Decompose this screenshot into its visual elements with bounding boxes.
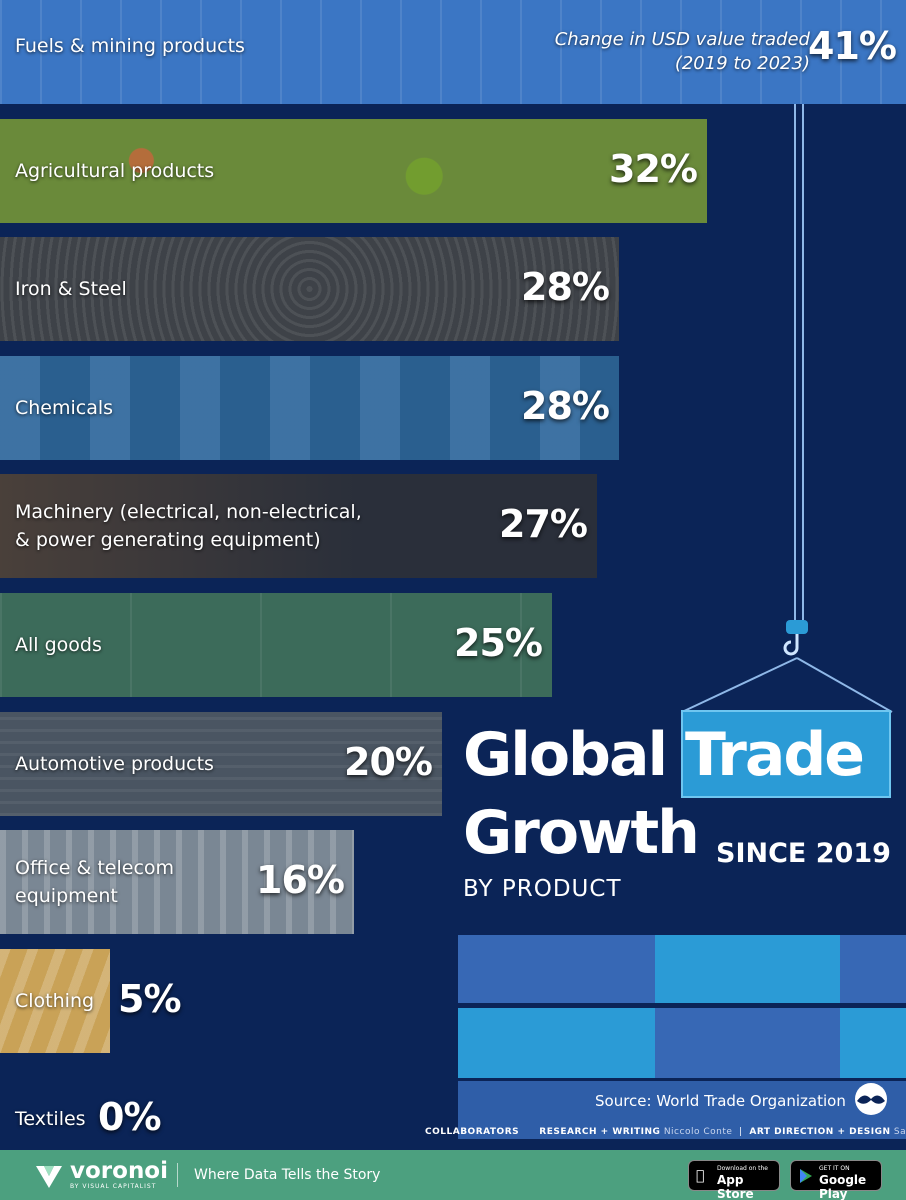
category-label: Fuels & mining products: [15, 35, 245, 57]
value-label: 32%: [609, 147, 698, 191]
voronoi-v-icon: [36, 1166, 62, 1188]
value-label: 0%: [98, 1095, 162, 1139]
mustache-logo-icon: [855, 1083, 887, 1115]
value-label: 27%: [499, 502, 588, 546]
source-text: Source: World Trade Organization: [595, 1092, 846, 1110]
value-label: 41%: [808, 24, 897, 68]
chart-title: Global Trade Growth SINCE 2019 BY PRODUC…: [463, 710, 903, 910]
collab-art-name: Sabrina Lam: [893, 1127, 906, 1137]
category-label: Textiles: [15, 1108, 86, 1130]
chart-note: Change in USD value traded (2019 to 2023…: [555, 28, 810, 76]
bar-7: [0, 830, 354, 934]
bar-8: [0, 949, 110, 1053]
brand-subtitle: BY VISUAL CAPITALIST: [70, 1183, 157, 1190]
crane-cables: [681, 104, 893, 713]
category-label: Clothing: [15, 990, 95, 1012]
bar-texture: [0, 474, 597, 578]
collaborators-credit: COLLABORATORS RESEARCH + WRITING Niccolo…: [425, 1127, 906, 1137]
apple-icon: : [696, 1168, 704, 1184]
category-label: Agricultural products: [15, 160, 215, 182]
shipping-containers-icon: [458, 935, 906, 1139]
chart-note-line1: Change in USD value traded: [554, 29, 810, 50]
bar-3: [0, 356, 619, 460]
title-word-trade: Trade: [684, 720, 865, 790]
value-label: 25%: [454, 621, 543, 665]
footer-bar: voronoi BY VISUAL CAPITALIST Where Data …: [0, 1150, 906, 1200]
category-label: Office & telecom equipment: [15, 857, 175, 907]
bar-2: [0, 237, 619, 341]
footer-tagline: Where Data Tells the Story: [194, 1167, 381, 1183]
crane-hook-icon: [783, 620, 808, 656]
bar-texture: [0, 0, 906, 104]
category-label: Chemicals: [15, 397, 114, 419]
title-word-global: Global: [463, 720, 668, 790]
brand-name: voronoi: [70, 1158, 168, 1184]
google-play-icon: [800, 1169, 812, 1183]
collab-heading: COLLABORATORS: [425, 1127, 520, 1137]
bar-texture: [0, 237, 619, 341]
bar-texture: [0, 830, 354, 934]
collab-research-name: Niccolo Conte: [663, 1127, 733, 1137]
title-word-growth: Growth: [463, 798, 700, 868]
bar-4: [0, 474, 597, 578]
google-play-button[interactable]: GET IT ON Google Play: [790, 1160, 882, 1200]
category-label: Automotive products: [15, 753, 214, 775]
collab-art-label: ART DIRECTION + DESIGN: [749, 1127, 891, 1137]
title-highlight-box: [681, 710, 891, 798]
bar-texture: [0, 119, 707, 223]
crane-container-illustration: [458, 104, 906, 1139]
app-store-label: App Store: [717, 1173, 754, 1200]
bar-1: [0, 119, 707, 223]
bar-texture: [0, 356, 619, 460]
bar-texture: [0, 593, 552, 697]
bar-6: [0, 712, 442, 816]
chart-note-line2: (2019 to 2023): [674, 53, 810, 74]
title-line1: Global Trade: [463, 720, 865, 790]
value-label: 20%: [344, 740, 433, 784]
bar-0: [0, 0, 906, 104]
value-label: 16%: [256, 858, 345, 902]
category-label: Machinery (electrical, non-electrical, &…: [15, 501, 362, 551]
app-store-button[interactable]:  Download on the App Store: [688, 1160, 780, 1200]
collab-research-label: RESEARCH + WRITING: [539, 1127, 661, 1137]
bar-5: [0, 593, 552, 697]
category-label: Iron & Steel: [15, 278, 127, 300]
footer-divider: [177, 1163, 178, 1187]
category-label: All goods: [15, 634, 102, 656]
google-play-label: Google Play: [819, 1173, 867, 1200]
value-label: 28%: [521, 384, 610, 428]
title-since: SINCE 2019: [716, 838, 891, 869]
voronoi-logo[interactable]: voronoi BY VISUAL CAPITALIST: [34, 1158, 174, 1192]
app-store-small-text: Download on the: [717, 1165, 768, 1172]
bar-texture: [0, 712, 442, 816]
google-play-small-text: GET IT ON: [819, 1165, 850, 1172]
value-label: 28%: [521, 265, 610, 309]
title-by-product: BY PRODUCT: [463, 876, 622, 902]
bar-texture: [0, 949, 110, 1053]
value-label: 5%: [118, 977, 182, 1021]
infographic-canvas: Fuels & mining products 41% Agricultural p…: [0, 0, 906, 1139]
